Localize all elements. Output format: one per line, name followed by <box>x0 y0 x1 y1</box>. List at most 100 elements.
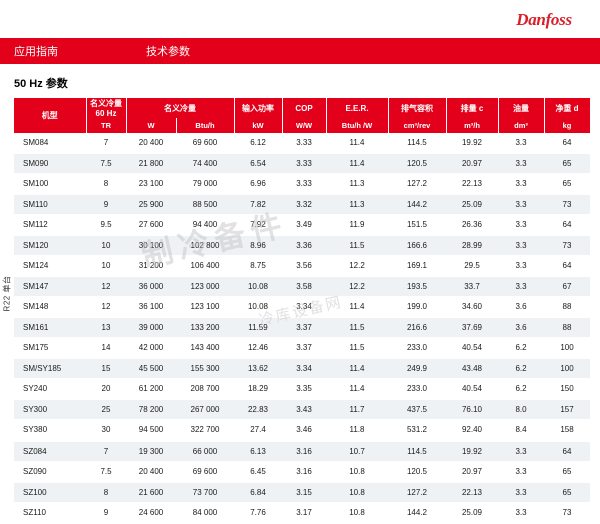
table-row: SM084 7 20 400 69 600 6.12 3.33 11.4 114.5 19.92… <box>14 133 590 154</box>
cell-nominal-w: 24 600 <box>126 502 176 524</box>
th-power: 输入功率 <box>234 98 283 118</box>
cell-power-kw: 13.62 <box>234 358 282 379</box>
cell-eer: 10.8 <box>326 482 388 503</box>
cell-power-kw: 27.4 <box>234 419 282 441</box>
cell-cop: 3.32 <box>282 194 326 215</box>
cell-nominal-w: 25 900 <box>126 194 176 215</box>
cell-cm3rev: 114.5 <box>388 133 446 154</box>
cell-tr: 10 <box>86 235 126 256</box>
cell-power-kw: 6.12 <box>234 133 282 154</box>
th-oil: 油量 <box>498 98 545 118</box>
cell-eer: 11.7 <box>326 399 388 420</box>
cell-nominal-w: 78 200 <box>126 399 176 420</box>
table-row: SM110 9 25 900 88 500 7.82 3.32 11.3 144.2 25.09… <box>14 194 590 215</box>
cell-cm3rev: 531.2 <box>388 419 446 441</box>
title-bar: 应用指南 技术参数 <box>0 38 600 64</box>
cell-oil-dm3: 3.3 <box>498 502 544 524</box>
cell-tr: 7 <box>86 439 126 462</box>
cell-m3h: 40.54 <box>446 378 498 400</box>
cell-nominal-btu: 106 400 <box>176 255 234 277</box>
cell-oil-dm3: 8.4 <box>498 419 544 441</box>
cell-tr: 12 <box>86 276 126 297</box>
cell-eer: 11.5 <box>326 337 388 359</box>
title-bar-right: 技术参数 <box>146 46 190 58</box>
group-label-text: R22 单台 <box>2 275 12 311</box>
cell-m3h: 22.13 <box>446 173 498 195</box>
table-row: SM161 13 39 000 133 200 11.59 3.37 11.5 216.6 37… <box>14 317 590 338</box>
cell-m3h: 43.48 <box>446 358 498 379</box>
cell-nominal-w: 23 100 <box>126 173 176 195</box>
cell-tr: 10 <box>86 255 126 277</box>
cell-weight-kg: 150 <box>544 378 590 400</box>
th-displacement-volume: 排气容积 <box>388 98 447 118</box>
cell-power-kw: 6.96 <box>234 173 282 195</box>
cell-power-kw: 8.75 <box>234 255 282 277</box>
th-weight: 净重 d <box>544 98 591 118</box>
cell-cm3rev: 120.5 <box>388 153 446 174</box>
table-body: SM084 7 20 400 69 600 6.12 3.33 11.4 114.5 19.92… <box>14 133 590 524</box>
table-row: SZ100 8 21 600 73 700 6.84 3.15 10.8 127.2 22.13… <box>14 482 590 503</box>
cell-model: SM148 <box>14 296 86 318</box>
cell-power-kw: 7.82 <box>234 194 282 215</box>
cell-m3h: 22.13 <box>446 482 498 503</box>
cell-m3h: 26.36 <box>446 214 498 236</box>
cell-m3h: 25.09 <box>446 194 498 215</box>
cell-nominal-btu: 69 600 <box>176 461 234 483</box>
cell-cm3rev: 199.0 <box>388 296 446 318</box>
cell-oil-dm3: 3.3 <box>498 153 544 174</box>
cell-oil-dm3: 3.3 <box>498 255 544 277</box>
cell-model: SZ090 <box>14 461 86 483</box>
th-unit-cm3rev: cm³/rev <box>388 118 447 133</box>
cell-cop: 3.49 <box>282 214 326 236</box>
cell-oil-dm3: 8.0 <box>498 399 544 420</box>
table-row: SZ084 7 19 300 66 000 6.13 3.16 10.7 114.5 19.92… <box>14 439 590 462</box>
cell-cop: 3.17 <box>282 502 326 524</box>
cell-model: SM100 <box>14 173 86 195</box>
cell-nominal-btu: 94 400 <box>176 214 234 236</box>
cell-tr: 9.5 <box>86 214 126 236</box>
cell-eer: 11.4 <box>326 358 388 379</box>
cell-nominal-btu: 73 700 <box>176 482 234 503</box>
cell-cop: 3.15 <box>282 482 326 503</box>
cell-oil-dm3: 3.6 <box>498 296 544 318</box>
cell-nominal-w: 94 500 <box>126 419 176 441</box>
cell-oil-dm3: 3.3 <box>498 235 544 256</box>
th-unit-m3h: m³/h <box>446 118 499 133</box>
cell-model: SZ100 <box>14 482 86 503</box>
cell-power-kw: 8.96 <box>234 235 282 256</box>
cell-nominal-w: 45 500 <box>126 358 176 379</box>
cell-weight-kg: 64 <box>544 255 590 277</box>
cell-power-kw: 10.08 <box>234 296 282 318</box>
th-nominal-60hz-line2: 60 Hz <box>95 109 117 118</box>
table-row: SM090 7.5 21 800 74 400 6.54 3.33 11.4 120.5 20.… <box>14 153 590 174</box>
cell-tr: 9 <box>86 502 126 524</box>
cell-power-kw: 18.29 <box>234 378 282 400</box>
cell-nominal-btu: 208 700 <box>176 378 234 400</box>
cell-weight-kg: 65 <box>544 173 590 195</box>
cell-cop: 3.56 <box>282 255 326 277</box>
th-unit-btuhw: Btu/h /W <box>326 118 389 133</box>
cell-m3h: 76.10 <box>446 399 498 420</box>
cell-power-kw: 22.83 <box>234 399 282 420</box>
spec-table: 机型 名义冷量 60 Hz 名义冷量 输入功率 COP E.E.R. 排气容积 … <box>14 98 591 524</box>
cell-m3h: 28.99 <box>446 235 498 256</box>
th-unit-btuh: Btu/h <box>176 118 235 133</box>
th-eer: E.E.R. <box>326 98 389 118</box>
th-nominal-60hz-line1: 名义冷量 <box>90 99 122 108</box>
cell-nominal-btu: 133 200 <box>176 317 234 338</box>
cell-eer: 11.5 <box>326 317 388 338</box>
cell-nominal-w: 36 000 <box>126 276 176 297</box>
cell-cop: 3.34 <box>282 358 326 379</box>
danfoss-logo: Danfoss <box>496 8 592 32</box>
title-bar-left: 应用指南 <box>14 46 58 58</box>
cell-nominal-btu: 74 400 <box>176 153 234 174</box>
cell-oil-dm3: 3.3 <box>498 439 544 462</box>
cell-cop: 3.37 <box>282 317 326 338</box>
cell-weight-kg: 65 <box>544 482 590 503</box>
cell-eer: 11.4 <box>326 153 388 174</box>
cell-weight-kg: 158 <box>544 419 590 441</box>
cell-nominal-btu: 66 000 <box>176 439 234 462</box>
cell-tr: 14 <box>86 337 126 359</box>
cell-tr: 8 <box>86 173 126 195</box>
cell-nominal-w: 21 800 <box>126 153 176 174</box>
